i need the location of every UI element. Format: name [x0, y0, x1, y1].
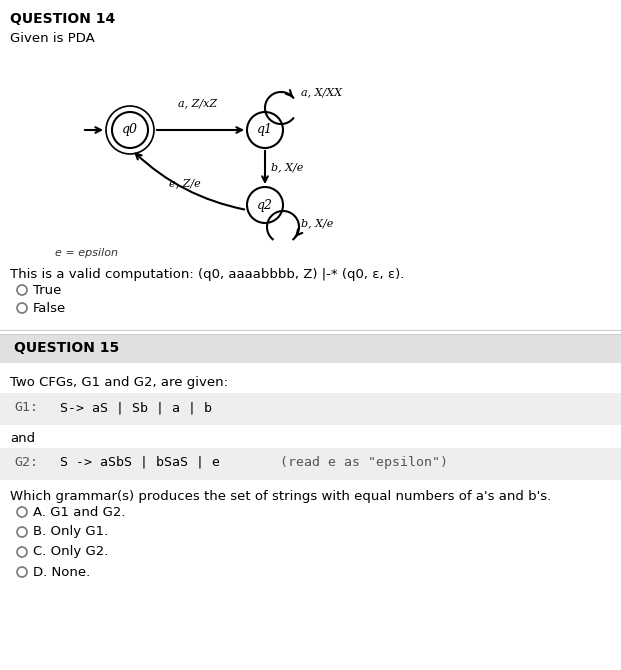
Text: True: True — [33, 283, 61, 297]
Text: (read e as "epsilon"): (read e as "epsilon") — [280, 456, 448, 469]
Text: Two CFGs, G1 and G2, are given:: Two CFGs, G1 and G2, are given: — [10, 376, 228, 389]
Text: Which grammar(s) produces the set of strings with equal numbers of a's and b's.: Which grammar(s) produces the set of str… — [10, 490, 551, 503]
Text: Given is PDA: Given is PDA — [10, 32, 95, 45]
Text: b, X/e: b, X/e — [271, 163, 304, 172]
Text: B. Only G1.: B. Only G1. — [33, 525, 108, 539]
Text: S -> aSbS | bSaS | e: S -> aSbS | bSaS | e — [60, 456, 220, 469]
Text: This is a valid computation: (q0, aaaabbbb, Z) |-* (q0, ε, ε).: This is a valid computation: (q0, aaaabb… — [10, 268, 404, 281]
Text: e = epsilon: e = epsilon — [55, 248, 118, 258]
Text: False: False — [33, 302, 66, 314]
Text: G2:: G2: — [14, 456, 38, 469]
Text: and: and — [10, 432, 35, 445]
Text: a, Z/xZ: a, Z/xZ — [178, 98, 217, 108]
Text: C. Only G2.: C. Only G2. — [33, 545, 109, 559]
Text: QUESTION 14: QUESTION 14 — [10, 12, 116, 26]
FancyBboxPatch shape — [0, 448, 621, 480]
Text: q1: q1 — [257, 123, 273, 137]
Text: D. None.: D. None. — [33, 565, 90, 578]
FancyBboxPatch shape — [0, 393, 621, 425]
Text: a, X/XX: a, X/XX — [301, 87, 342, 97]
Text: QUESTION 15: QUESTION 15 — [14, 341, 119, 355]
Text: b, X/e: b, X/e — [301, 218, 333, 228]
FancyBboxPatch shape — [0, 335, 621, 363]
Text: G1:: G1: — [14, 401, 38, 414]
Text: q0: q0 — [122, 123, 138, 137]
Text: S-> aS | Sb | a | b: S-> aS | Sb | a | b — [60, 401, 212, 414]
Text: A. G1 and G2.: A. G1 and G2. — [33, 505, 125, 519]
Text: q2: q2 — [257, 198, 273, 212]
Text: e, Z/e: e, Z/e — [169, 178, 201, 188]
